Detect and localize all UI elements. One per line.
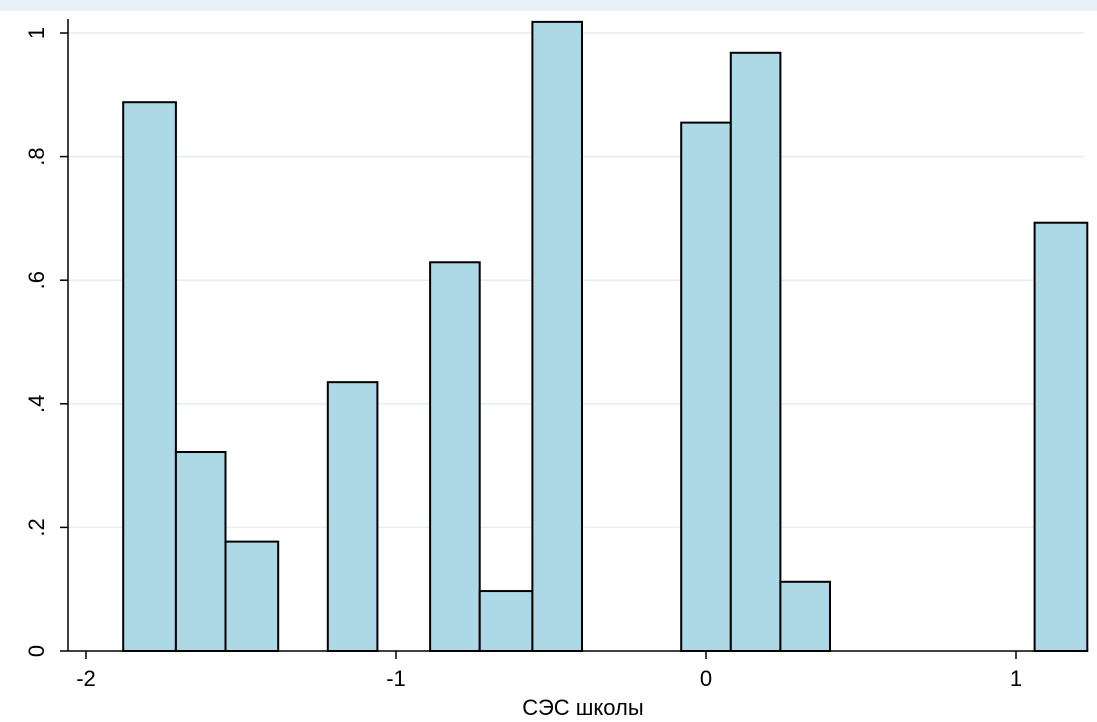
y-tick-label-1: .2	[24, 518, 49, 536]
histogram-bar-1	[174, 451, 227, 652]
y-tick-label-5: 1	[24, 27, 49, 39]
bars	[122, 20, 1089, 653]
histogram-bar-6	[531, 20, 584, 653]
y-tick-label-4: .8	[24, 147, 49, 165]
y-tick-label-2: .4	[24, 395, 49, 413]
histogram-bar-7	[680, 121, 732, 653]
histogram-bar-9	[779, 580, 832, 652]
top-band	[0, 0, 1097, 11]
axes: 0 .2 .4 .6 .8 1 -2 -1 0 1	[24, 19, 1084, 691]
x-tick-label-3: 1	[1010, 666, 1022, 691]
x-tick-label-2: 0	[700, 666, 712, 691]
histogram-bar-2	[224, 540, 280, 653]
y-tick-label-3: .6	[24, 271, 49, 289]
histogram-bar-0	[122, 101, 177, 652]
histogram-bar-3	[326, 381, 379, 652]
histogram-bar-5	[478, 590, 534, 653]
x-tick-label-0: -2	[76, 666, 96, 691]
y-tick-label-0: 0	[24, 645, 49, 657]
histogram-bar-10	[1033, 221, 1089, 652]
histogram-bar-4	[429, 261, 481, 652]
histogram-bar-8	[729, 51, 782, 652]
x-tick-label-1: -1	[386, 666, 406, 691]
x-axis-title: СЭС школы	[522, 695, 643, 720]
